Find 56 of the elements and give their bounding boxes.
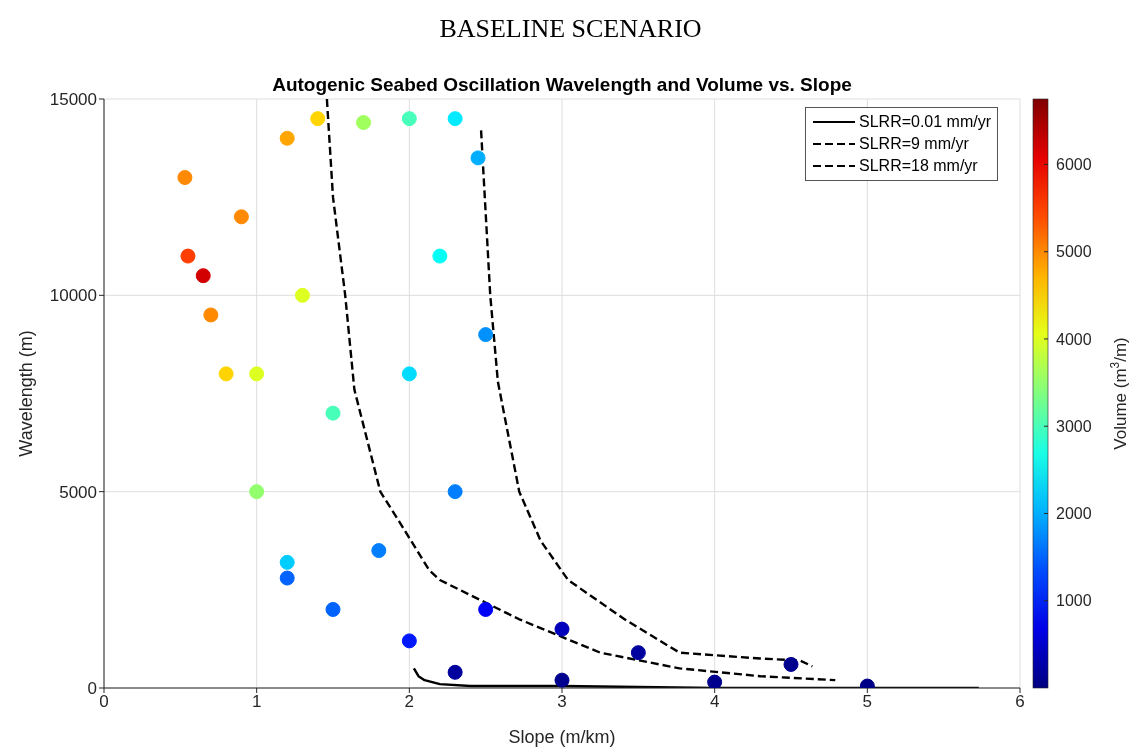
y-tick-label: 15000 bbox=[49, 90, 97, 110]
y-axis-title: Wavelength (m) bbox=[16, 330, 37, 457]
x-tick-label: 6 bbox=[1015, 692, 1025, 712]
point bbox=[294, 287, 310, 303]
legend-label: SLRR=9 mm/yr bbox=[859, 135, 969, 153]
y-tick-label: 5000 bbox=[59, 482, 97, 502]
point bbox=[279, 130, 295, 146]
point bbox=[554, 672, 570, 688]
color-bar-label: 2000 bbox=[1056, 505, 1092, 523]
y-tick-label: 10000 bbox=[49, 286, 97, 306]
point bbox=[325, 601, 341, 617]
chart-title: BASELINE SCENARIO bbox=[438, 14, 703, 44]
x-axis-title: Slope (m/km) bbox=[508, 727, 616, 747]
point bbox=[249, 366, 265, 382]
point bbox=[310, 111, 326, 127]
point bbox=[371, 543, 387, 559]
point bbox=[554, 621, 570, 637]
y-tick-label: 0 bbox=[87, 679, 97, 699]
point bbox=[279, 554, 295, 570]
point bbox=[630, 645, 646, 661]
point bbox=[195, 268, 211, 284]
color-bar-label: 3000 bbox=[1056, 417, 1092, 435]
color-bar-label: 5000 bbox=[1056, 243, 1092, 261]
point bbox=[470, 150, 486, 166]
chart-subtitle: Autogenic Seabed Oscillation Wavelength and Volume vs. Slope bbox=[271, 74, 853, 96]
x-tick-label: 4 bbox=[709, 692, 720, 712]
point bbox=[279, 570, 295, 586]
color-bar-label: 6000 bbox=[1056, 156, 1092, 174]
legend-label: SLRR=18 mm/yr bbox=[859, 157, 978, 175]
point bbox=[401, 111, 417, 127]
point bbox=[707, 674, 723, 688]
point bbox=[218, 366, 234, 382]
point bbox=[177, 170, 193, 186]
point bbox=[432, 248, 448, 264]
point bbox=[356, 115, 372, 131]
point bbox=[180, 248, 196, 264]
point bbox=[203, 307, 219, 323]
x-tick-label: 2 bbox=[404, 692, 415, 712]
legend-label: SLRR=0.01 mm/yr bbox=[859, 113, 992, 131]
line-series bbox=[325, 99, 837, 682]
point bbox=[447, 664, 463, 680]
point bbox=[401, 366, 417, 382]
point bbox=[447, 484, 463, 500]
point bbox=[401, 633, 417, 649]
x-tick-label: 3 bbox=[557, 692, 567, 712]
color-bar-label: 1000 bbox=[1056, 592, 1092, 610]
point bbox=[478, 327, 494, 343]
point bbox=[447, 111, 463, 127]
point bbox=[325, 405, 341, 421]
x-tick-label: 1 bbox=[251, 692, 262, 712]
color-bar-label: 4000 bbox=[1056, 330, 1092, 348]
point bbox=[478, 601, 494, 617]
point bbox=[249, 484, 265, 500]
point bbox=[233, 209, 249, 225]
point bbox=[783, 656, 799, 672]
x-tick-label: 5 bbox=[862, 692, 873, 712]
